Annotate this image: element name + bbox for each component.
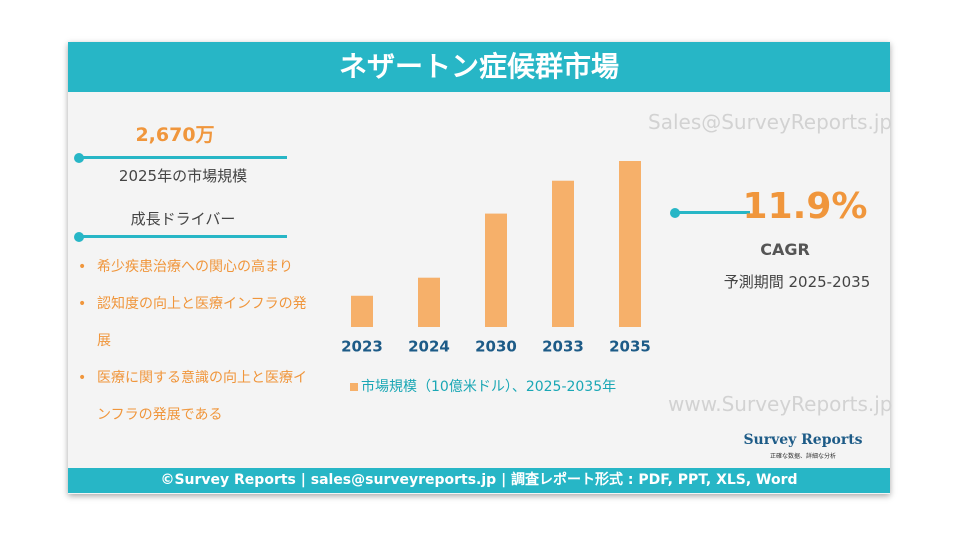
bar (485, 213, 507, 327)
bar (619, 161, 641, 327)
divider (78, 156, 287, 159)
watermark: www.SurveyReports.jp (668, 392, 893, 416)
logo-tagline: 正確な数据、詳細な分析 (769, 453, 837, 460)
watermark: Sales@SurveyReports.jp (648, 110, 893, 134)
divider (675, 211, 750, 214)
legend-swatch (350, 383, 358, 391)
cagr-value: 11.9% (742, 186, 868, 227)
bar-chart: 2023 2024 2030 2033 2035 (341, 161, 651, 356)
x-tick-label: 2033 (542, 338, 584, 356)
cagr-label: CAGR (760, 240, 810, 259)
logo-name: Survey Reports (743, 432, 863, 448)
footer: ©Survey Reports | sales@surveyreports.jp… (68, 468, 890, 493)
x-tick-label: 2030 (475, 338, 517, 356)
forecast-period: 予測期間 2025-2035 (723, 273, 871, 291)
driver: 認知度の向上と医療インフラの発展 (78, 286, 313, 360)
market-label: 2025年の市場規模 (118, 167, 248, 185)
legend: 市場規模（10億米ドル）、2025-2035年 (350, 376, 616, 396)
x-tick-label: 2024 (408, 338, 450, 356)
market-value: 2,670万 (135, 124, 215, 146)
bar (418, 277, 440, 327)
legend-label: 市場規模（10億米ドル）、2025-2035年 (361, 379, 617, 395)
x-tick-label: 2023 (341, 338, 383, 356)
bar (552, 180, 574, 327)
drivers-list: 希少疾患治療への関心の高まり 認知度の向上と医療インフラの発展 医療に関する意識… (78, 249, 313, 434)
x-tick-label: 2035 (609, 338, 651, 356)
bar (351, 295, 373, 327)
driver: 希少疾患治療への関心の高まり (78, 249, 313, 286)
header-title: ネザートン症候群市場 (68, 42, 890, 92)
drivers-title: 成長ドライバー (130, 210, 236, 228)
driver: 医療に関する意識の向上と医療インフラの発展である (78, 360, 313, 434)
divider (78, 235, 287, 238)
